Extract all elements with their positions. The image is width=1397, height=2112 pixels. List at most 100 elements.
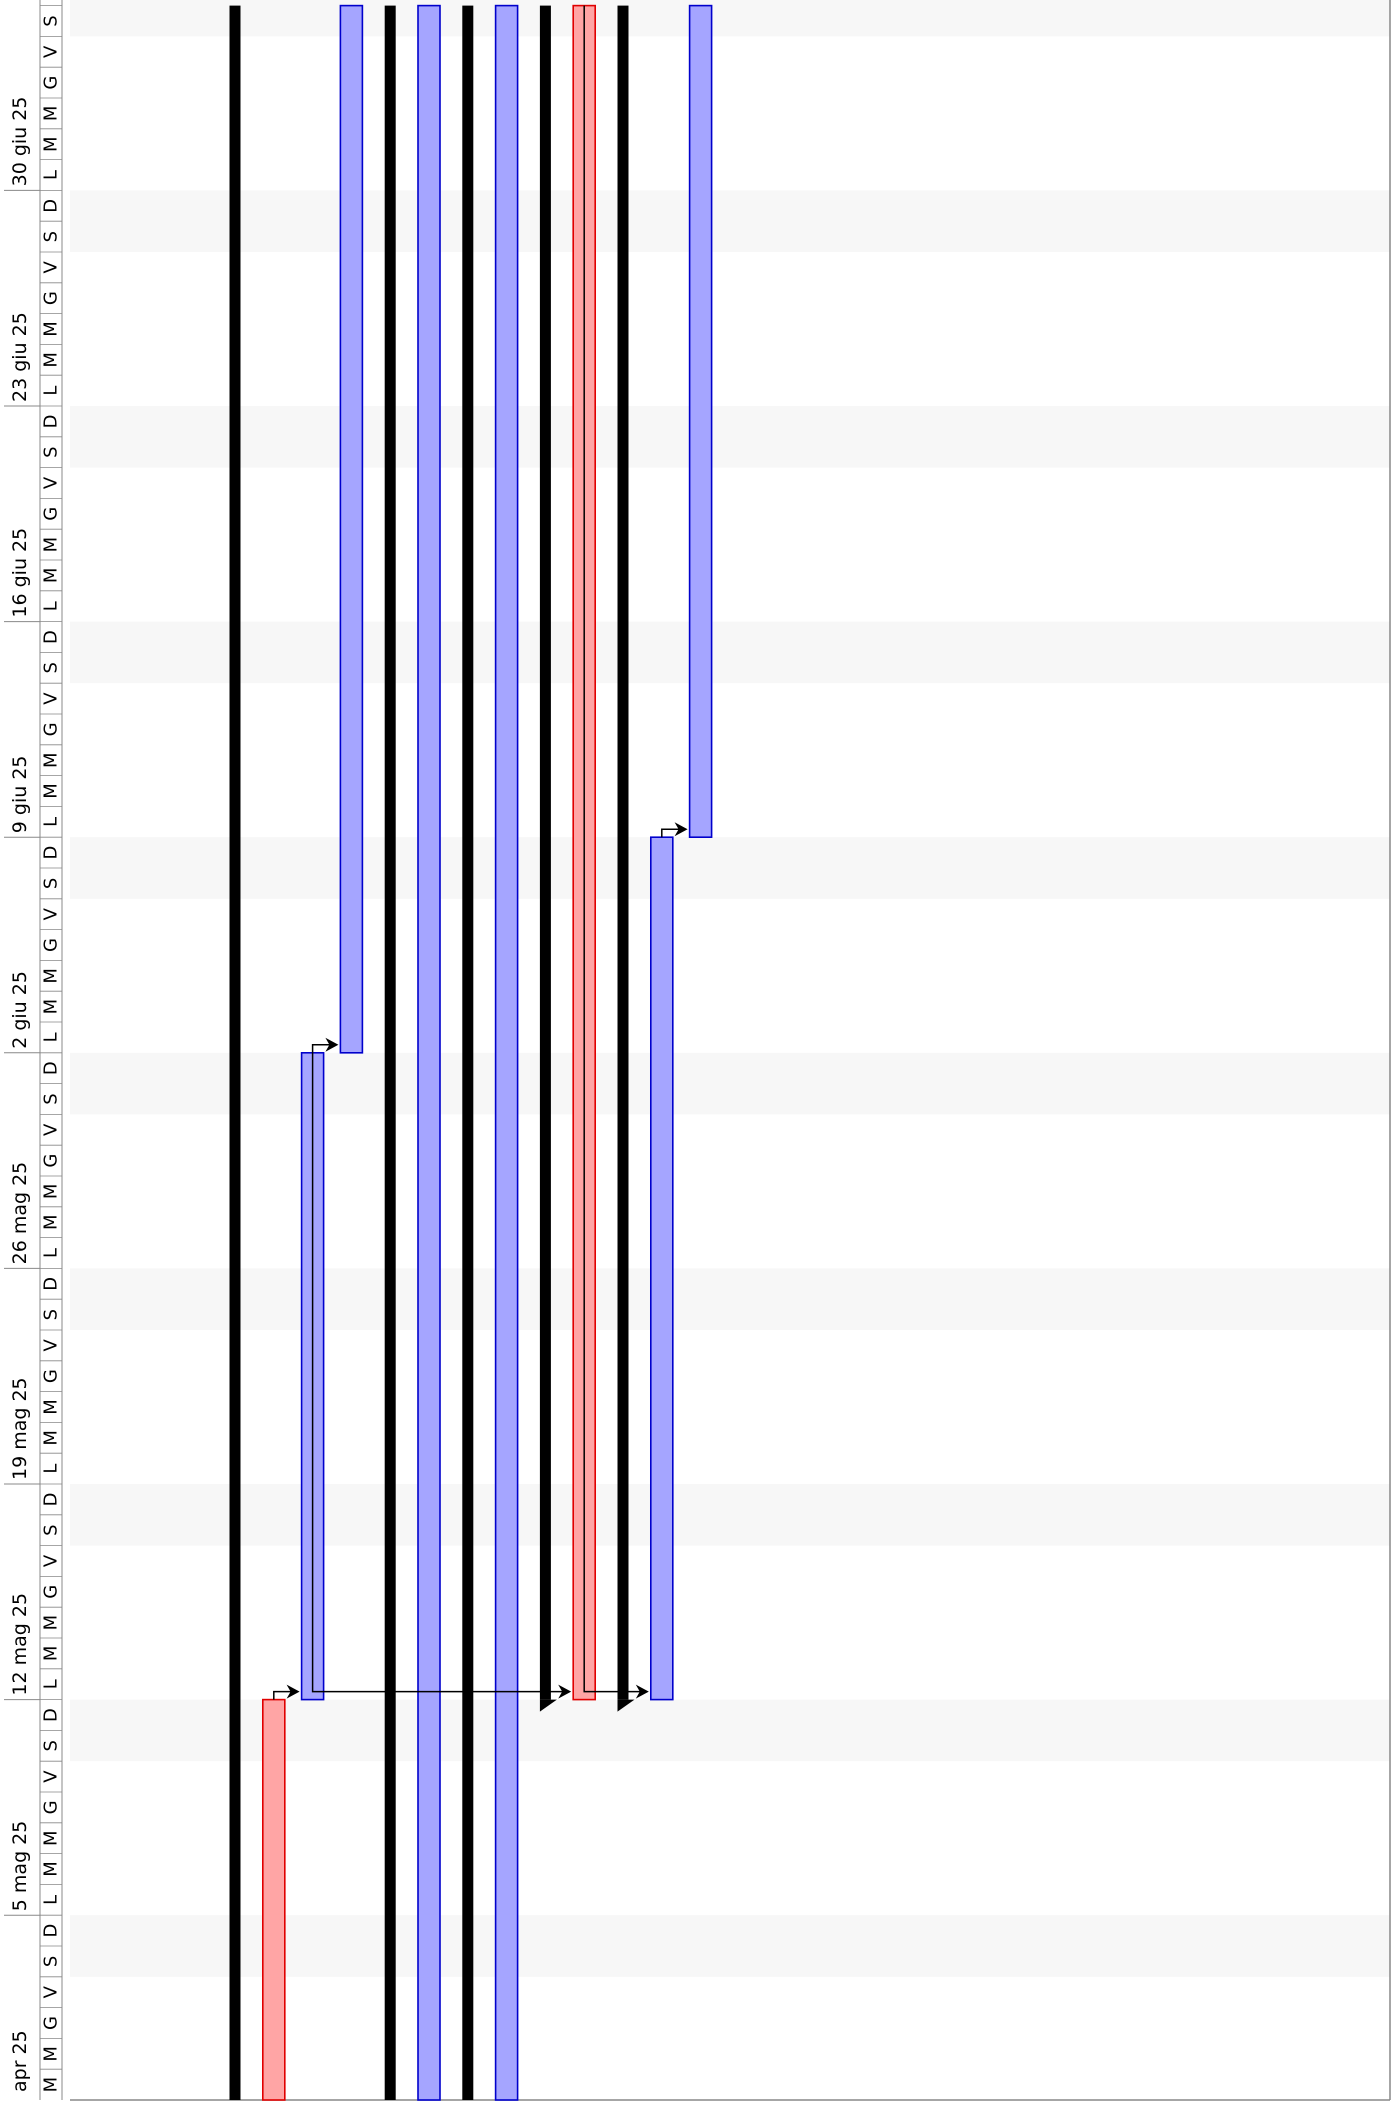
- dependency-line: [273, 1690, 292, 1700]
- summary-bar[interactable]: [462, 5, 474, 2100]
- gantt-bars: [229, 4, 713, 2101]
- day-label: M: [41, 1830, 62, 1846]
- day-label: M: [41, 1430, 62, 1446]
- week-label: 16 giu 25: [9, 528, 31, 618]
- day-label: G: [41, 722, 62, 736]
- day-label: D: [41, 846, 62, 860]
- day-label: L: [41, 170, 62, 180]
- day-label: G: [41, 938, 62, 952]
- weekend-band: [70, 1052, 1390, 1115]
- week-label: 30 giu 25: [9, 97, 31, 187]
- weekend-band: [70, 406, 1390, 468]
- day-label: S: [41, 1740, 62, 1751]
- day-label: V: [41, 1554, 62, 1567]
- day-label: M: [41, 1214, 62, 1230]
- dependency-arrowhead: [286, 1684, 300, 1699]
- dependency-arrowhead: [635, 1684, 649, 1699]
- week-label: 9 giu 25: [9, 755, 31, 833]
- weekend-band: [70, 1915, 1390, 1977]
- day-label: G: [41, 76, 62, 90]
- day-label: L: [41, 1032, 62, 1042]
- day-label: M: [41, 783, 62, 799]
- task-bar[interactable]: [417, 4, 441, 2101]
- day-label: V: [41, 261, 62, 274]
- day-label: V: [41, 1123, 62, 1136]
- dependency-line: [311, 1052, 564, 1693]
- day-label: D: [41, 630, 62, 644]
- critical-task-bar[interactable]: [261, 1698, 286, 2101]
- dependency-arrows: [273, 5, 688, 1700]
- day-label: M: [41, 136, 62, 152]
- day-label: M: [41, 1615, 62, 1631]
- day-label: D: [41, 414, 62, 428]
- task-bar[interactable]: [688, 4, 713, 838]
- weekend-band: [70, 1484, 1390, 1546]
- task-bar[interactable]: [494, 4, 519, 2101]
- dependency-arrowhead: [558, 1684, 572, 1699]
- day-label: M: [41, 352, 62, 368]
- gantt-grid: [4, 0, 1391, 2101]
- day-label: M: [41, 568, 62, 584]
- week-label: 26 mag 25: [9, 1162, 31, 1265]
- day-label: D: [41, 1061, 62, 1075]
- weekend-band: [70, 837, 1390, 899]
- day-label: G: [41, 1154, 62, 1168]
- weekend-band: [70, 1699, 1390, 1762]
- day-label: S: [41, 1309, 62, 1320]
- day-label: D: [41, 1492, 62, 1506]
- weekend-band: [70, 1268, 1390, 1330]
- day-label: S: [41, 1524, 62, 1535]
- summary-bar[interactable]: [539, 5, 551, 1700]
- summary-bar[interactable]: [617, 5, 629, 1700]
- day-label: M: [41, 321, 62, 337]
- dependency-line: [661, 828, 680, 838]
- week-label: 12 mag 25: [9, 1593, 31, 1696]
- week-label-partial: apr 25: [9, 2030, 31, 2092]
- day-label: V: [41, 1985, 62, 1998]
- weekend-shading: [70, 0, 1390, 1977]
- day-label: M: [41, 999, 62, 1015]
- day-label: L: [41, 1248, 62, 1258]
- day-label: D: [41, 1277, 62, 1291]
- day-label: S: [41, 231, 62, 242]
- day-label: G: [41, 2016, 62, 2030]
- day-label: S: [41, 15, 62, 26]
- summary-bar[interactable]: [384, 5, 396, 2100]
- day-label: V: [41, 907, 62, 920]
- day-label: D: [41, 1708, 62, 1722]
- weekend-band: [70, 0, 1390, 37]
- day-label: L: [41, 386, 62, 396]
- day-label: V: [41, 45, 62, 58]
- summary-bar[interactable]: [229, 5, 241, 2100]
- week-label: 19 mag 25: [9, 1377, 31, 1480]
- task-bar[interactable]: [339, 4, 364, 1054]
- week-label: 5 mag 25: [9, 1821, 31, 1912]
- day-label: L: [41, 1895, 62, 1905]
- day-label: M: [41, 2077, 62, 2093]
- weekend-band: [70, 621, 1390, 684]
- day-label: M: [41, 537, 62, 553]
- summary-bar-end-cap: [539, 1699, 557, 1712]
- week-label: 23 giu 25: [9, 312, 31, 402]
- dependency-arrowhead: [325, 1037, 339, 1052]
- day-label: M: [41, 968, 62, 984]
- day-label: V: [41, 476, 62, 489]
- timeline-header: MMGVSDLMMGVSDLMMGVSDLMMGVSDLMMGVSDLMMGVS…: [9, 15, 62, 2092]
- day-label: M: [41, 1184, 62, 1200]
- day-label: M: [41, 1861, 62, 1877]
- day-label: V: [41, 1770, 62, 1783]
- day-label: S: [41, 446, 62, 457]
- day-label: L: [41, 1464, 62, 1474]
- day-label: D: [41, 199, 62, 213]
- task-bar[interactable]: [649, 836, 674, 1701]
- day-label: G: [41, 1369, 62, 1383]
- day-label: M: [41, 106, 62, 122]
- day-label: G: [41, 291, 62, 305]
- day-label: G: [41, 507, 62, 521]
- day-label: M: [41, 2046, 62, 2062]
- day-label: L: [41, 817, 62, 827]
- day-label: V: [41, 692, 62, 705]
- day-label: M: [41, 1399, 62, 1415]
- day-label: S: [41, 878, 62, 889]
